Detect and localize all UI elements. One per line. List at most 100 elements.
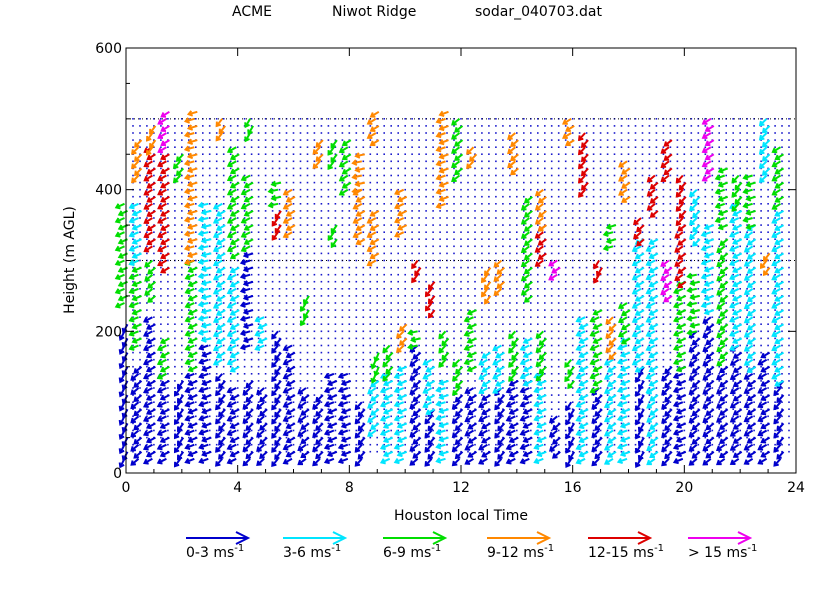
grid-dot [341, 323, 344, 325]
grid-dot [620, 139, 623, 141]
grid-dot [613, 280, 616, 283]
grid-dot [634, 273, 637, 276]
grid-dot [725, 217, 727, 219]
grid-dot [139, 365, 141, 368]
wind-vector-head [128, 273, 135, 280]
grid-dot [299, 224, 302, 226]
grid-dot [257, 302, 260, 304]
grid-dot [432, 309, 434, 311]
grid-dot [390, 210, 392, 212]
grid-dot [537, 288, 539, 290]
grid-dot [718, 330, 720, 333]
wind-vector-head [147, 283, 153, 289]
grid-dot [208, 330, 211, 333]
grid-dot [341, 188, 344, 191]
grid-dot [662, 273, 665, 276]
grid-dot [557, 401, 560, 403]
grid-dot [418, 203, 420, 205]
grid-dot [243, 443, 246, 446]
grid-dot [348, 309, 351, 311]
grid-dot [634, 118, 637, 120]
grid-dot [313, 443, 316, 446]
grid-dot [578, 217, 581, 219]
grid-dot [236, 188, 239, 191]
grid-dot [418, 415, 420, 418]
grid-dot [257, 323, 260, 325]
grid-dot [243, 210, 246, 212]
grid-dot [167, 188, 169, 191]
grid-dot [620, 316, 623, 318]
grid-dot [620, 273, 623, 276]
grid-dot [690, 323, 693, 325]
grid-dot [704, 295, 707, 297]
grid-dot [285, 337, 288, 340]
grid-dot [139, 160, 141, 163]
grid-dot [655, 132, 658, 134]
grid-dot [634, 302, 637, 304]
grid-dot [530, 373, 532, 375]
grid-dot [439, 323, 441, 325]
grid-dot [648, 160, 651, 163]
grid-dot [711, 160, 714, 163]
grid-dot [509, 203, 511, 205]
grid-dot [341, 422, 344, 425]
grid-dot [285, 210, 288, 212]
grid-dot [467, 295, 469, 297]
grid-dot [362, 295, 365, 297]
wind-vector-head [157, 133, 164, 139]
grid-dot [418, 160, 420, 163]
grid-dot [495, 316, 497, 318]
grid-dot [732, 295, 734, 297]
grid-dot [411, 302, 413, 304]
grid-dot [460, 330, 462, 333]
grid-dot [495, 266, 497, 269]
grid-dot [453, 231, 455, 233]
grid-dot [634, 373, 637, 375]
grid-dot [418, 224, 420, 226]
grid-dot [181, 373, 183, 375]
grid-dot [306, 167, 309, 170]
grid-dot [418, 139, 420, 141]
grid-dot [690, 252, 693, 255]
grid-dot [746, 288, 748, 290]
grid-dot [146, 436, 148, 439]
wind-vector-head [145, 352, 152, 359]
grid-dot [383, 302, 385, 304]
grid-dot [348, 203, 351, 205]
grid-dot [397, 210, 399, 212]
grid-dot [453, 266, 455, 269]
grid-dot [690, 394, 693, 396]
grid-dot [411, 252, 413, 255]
grid-dot [474, 266, 476, 269]
grid-dot [537, 429, 539, 432]
grid-dot [662, 210, 665, 212]
grid-dot [264, 153, 267, 155]
wind-vector-head [133, 424, 139, 431]
grid-dot [704, 139, 707, 141]
grid-dot [599, 436, 602, 439]
grid-dot [648, 195, 651, 198]
grid-dot [544, 245, 546, 248]
grid-dot [599, 217, 602, 219]
grid-dot [669, 252, 672, 255]
grid-dot [229, 288, 232, 290]
grid-dot [202, 436, 204, 439]
grid-dot [243, 231, 246, 233]
grid-dot [641, 153, 644, 155]
grid-dot [767, 259, 769, 262]
grid-dot [285, 408, 288, 410]
grid-dot [446, 415, 448, 418]
grid-dot [648, 429, 651, 432]
grid-dot [418, 188, 420, 191]
grid-dot [537, 358, 539, 361]
grid-dot [641, 224, 644, 226]
grid-dot [599, 387, 602, 389]
grid-dot [425, 401, 427, 403]
grid-dot [467, 288, 469, 290]
grid-dot [662, 252, 665, 255]
grid-dot [690, 273, 693, 276]
grid-dot [411, 224, 413, 226]
grid-dot [181, 217, 183, 219]
grid-dot [181, 422, 183, 425]
grid-dot [411, 450, 413, 453]
